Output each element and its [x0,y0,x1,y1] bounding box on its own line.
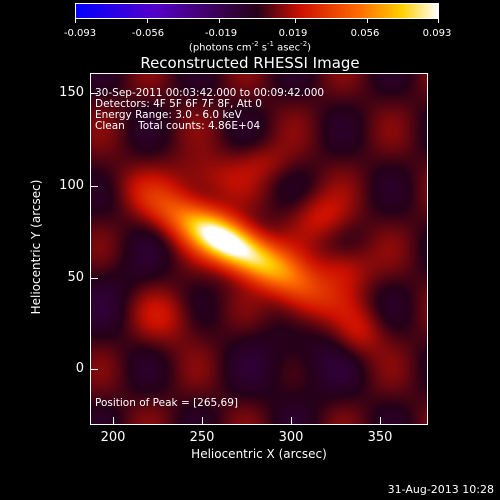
y-tick-label: 100 [59,178,84,193]
colorbar-tickmark [295,19,296,23]
colorbar-tick-label: -0.093 [63,28,97,39]
info-energy-range: Energy Range: 3.0 - 6.0 keV [95,109,242,121]
colorbar-tickmark [367,19,368,23]
x-tickmark [113,417,114,425]
x-tickmark [380,417,381,425]
y-tickmark [90,278,98,279]
y-tickmark [90,93,98,94]
info-detectors: Detectors: 4F 5F 6F 7F 8F, Att 0 [95,98,262,110]
x-axis-label: Heliocentric X (arcsec) [191,447,327,461]
y-tickmark [90,186,98,187]
timestamp: 31-Aug-2013 10:28 [387,483,494,496]
rhessi-image [90,73,428,425]
x-tick-label: 250 [189,430,215,445]
image-title: Reconstructed RHESSI Image [140,54,360,72]
colorbar-tick-label: 0.056 [350,28,380,39]
x-tick-label: 200 [100,430,126,445]
colorbar-tick-label: 0.093 [422,28,452,39]
plot-frame [90,73,428,425]
x-tickmark [202,417,203,425]
colorbar [75,3,439,19]
x-tick-label: 300 [278,430,304,445]
y-axis-label: Heliocentric Y (arcsec) [29,179,43,315]
peak-position-label: Position of Peak = [265,69] [95,397,239,409]
info-counts: Clean Total counts: 4.86E+04 [95,120,261,132]
colorbar-tickmark [438,19,439,23]
x-tickmark [291,417,292,425]
y-tickmark [90,369,98,370]
info-time-range: 30-Sep-2011 00:03:42.000 to 00:09:42.000 [95,87,325,99]
colorbar-tick-label: -0.056 [131,28,165,39]
colorbar-tick-label: 0.019 [278,28,308,39]
x-tick-label: 350 [367,430,393,445]
y-tick-label: 0 [75,361,84,376]
colorbar-tick-label: -0.019 [204,28,238,39]
colorbar-tickmark [219,19,220,23]
colorbar-units: (photons cm-2 s-1 asec-2) [188,40,312,54]
colorbar-tickmark [75,19,76,23]
y-tick-label: 50 [67,270,84,285]
y-tick-label: 150 [59,85,84,100]
colorbar-tickmark [147,19,148,23]
